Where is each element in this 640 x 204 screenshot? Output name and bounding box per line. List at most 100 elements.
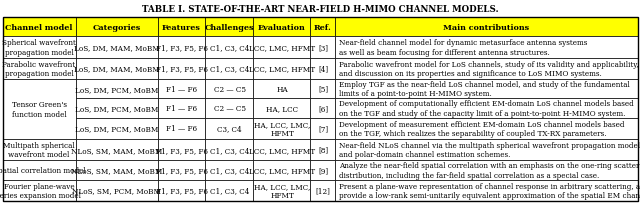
Text: Channel model: Channel model <box>5 24 73 32</box>
Bar <box>76 118 157 139</box>
Bar <box>157 139 205 161</box>
Text: F1 — F6: F1 — F6 <box>166 85 197 93</box>
Text: Parabolic wavefront
propagation model: Parabolic wavefront propagation model <box>3 60 76 78</box>
Text: Spherical wavefront
propagation model: Spherical wavefront propagation model <box>2 39 76 56</box>
Text: TABLE I. STATE-OF-THE-ART NEAR-FIELD H-MIMO CHANNEL MODELS.: TABLE I. STATE-OF-THE-ART NEAR-FIELD H-M… <box>141 5 499 14</box>
Bar <box>310 118 335 139</box>
Bar <box>76 80 157 99</box>
Bar <box>76 37 157 58</box>
Text: NLoS, SM, PCM, MoBM: NLoS, SM, PCM, MoBM <box>72 186 161 194</box>
Bar <box>310 180 335 201</box>
Bar <box>157 18 205 37</box>
Text: LCC, LMC, HFMT: LCC, LMC, HFMT <box>249 166 315 174</box>
Bar <box>253 18 310 37</box>
Text: LCC, LMC, HFMT: LCC, LMC, HFMT <box>249 146 315 154</box>
Text: C2 — C5: C2 — C5 <box>214 85 246 93</box>
Text: Ref.: Ref. <box>314 24 332 32</box>
Text: NLoS, SM, MAM, MoBM: NLoS, SM, MAM, MoBM <box>71 146 162 154</box>
Text: HA: HA <box>276 85 288 93</box>
Text: Multipath spherical
wavefront model: Multipath spherical wavefront model <box>3 141 75 159</box>
Bar <box>76 18 157 37</box>
Bar <box>157 161 205 180</box>
Bar <box>310 80 335 99</box>
Text: Parabolic wavefront model for LoS channels, study of its validity and applicabil: Parabolic wavefront model for LoS channe… <box>339 60 639 78</box>
Text: LoS, DM, PCM, MoBM: LoS, DM, PCM, MoBM <box>75 125 158 133</box>
Text: [3]: [3] <box>318 44 328 52</box>
Bar <box>253 139 310 161</box>
Text: NLoS, SM, MAM, MoBM: NLoS, SM, MAM, MoBM <box>71 166 162 174</box>
Bar <box>335 161 637 180</box>
Bar <box>3 18 76 37</box>
Bar <box>205 99 253 118</box>
Bar <box>157 180 205 201</box>
Text: Tensor Green's
function model: Tensor Green's function model <box>12 101 67 118</box>
Text: F1, F3, F5, F6: F1, F3, F5, F6 <box>156 44 207 52</box>
Text: [7]: [7] <box>318 125 328 133</box>
Text: C3, C4: C3, C4 <box>217 125 242 133</box>
Bar <box>205 80 253 99</box>
Bar <box>310 161 335 180</box>
Text: [4]: [4] <box>318 65 328 73</box>
Text: Development of measurement efficient EM-domain LoS channel models based
on the T: Development of measurement efficient EM-… <box>339 120 625 137</box>
Bar <box>335 139 637 161</box>
Text: [8]: [8] <box>318 146 328 154</box>
Text: [5]: [5] <box>318 85 328 93</box>
Bar <box>205 37 253 58</box>
Bar <box>76 180 157 201</box>
Text: C1, C3, C4: C1, C3, C4 <box>210 186 249 194</box>
Text: Spatial correlation model: Spatial correlation model <box>0 166 85 174</box>
Text: LoS, DM, MAM, MoBM: LoS, DM, MAM, MoBM <box>74 65 159 73</box>
Text: [12]: [12] <box>316 186 330 194</box>
Bar <box>310 37 335 58</box>
Bar <box>157 37 205 58</box>
Bar <box>3 161 76 180</box>
Text: F1, F3, F5, F6: F1, F3, F5, F6 <box>156 146 207 154</box>
Text: [6]: [6] <box>318 104 328 112</box>
Text: LoS, DM, PCM, MoBM: LoS, DM, PCM, MoBM <box>75 85 158 93</box>
Text: Present a plane-wave representation of channel response in arbitrary scattering,: Present a plane-wave representation of c… <box>339 182 640 199</box>
Text: Categories: Categories <box>92 24 141 32</box>
Text: Near-field channel model for dynamic metasurface antenna systems
as well as beam: Near-field channel model for dynamic met… <box>339 39 588 56</box>
Text: F1, F3, F5, F6: F1, F3, F5, F6 <box>156 166 207 174</box>
Text: LCC, LMC, HFMT: LCC, LMC, HFMT <box>249 65 315 73</box>
Bar <box>253 58 310 80</box>
Bar <box>253 180 310 201</box>
Bar <box>3 18 637 201</box>
Bar <box>335 99 637 118</box>
Text: F1 — F6: F1 — F6 <box>166 125 197 133</box>
Text: HA, LCC: HA, LCC <box>266 104 298 112</box>
Text: [9]: [9] <box>318 166 328 174</box>
Bar <box>157 80 205 99</box>
Text: HA, LCC, LMC,
HFMT: HA, LCC, LMC, HFMT <box>254 182 310 199</box>
Text: Fourier plane-wave
series expansion model: Fourier plane-wave series expansion mode… <box>0 182 81 199</box>
Bar <box>205 180 253 201</box>
Text: F1, F3, F5, F6: F1, F3, F5, F6 <box>156 65 207 73</box>
Bar <box>205 139 253 161</box>
Bar <box>335 18 637 37</box>
Text: Evaluation: Evaluation <box>258 24 306 32</box>
Text: Features: Features <box>162 24 201 32</box>
Bar <box>3 37 76 58</box>
Bar <box>205 161 253 180</box>
Text: C1, C3, C4: C1, C3, C4 <box>210 65 249 73</box>
Text: Challenges: Challenges <box>205 24 254 32</box>
Text: F1 — F6: F1 — F6 <box>166 104 197 112</box>
Bar <box>205 18 253 37</box>
Text: HA, LCC, LMC,
HFMT: HA, LCC, LMC, HFMT <box>254 120 310 137</box>
Text: Near-field NLoS channel via the multipath spherical wavefront propagation model
: Near-field NLoS channel via the multipat… <box>339 141 640 159</box>
Text: LoS, DM, MAM, MoBM: LoS, DM, MAM, MoBM <box>74 44 159 52</box>
Bar <box>335 118 637 139</box>
Text: C1, C3, C4: C1, C3, C4 <box>210 166 249 174</box>
Bar <box>335 37 637 58</box>
Bar <box>3 80 76 139</box>
Bar <box>253 99 310 118</box>
Text: Main contributions: Main contributions <box>444 24 529 32</box>
Text: F1, F3, F5, F6: F1, F3, F5, F6 <box>156 186 207 194</box>
Text: Development of computationally efficient EM-domain LoS channel models based
on t: Development of computationally efficient… <box>339 100 634 117</box>
Bar <box>310 99 335 118</box>
Bar <box>310 18 335 37</box>
Text: Employ TGF as the near-field LoS channel model, and study of the fundamental
lim: Employ TGF as the near-field LoS channel… <box>339 81 630 98</box>
Bar <box>157 118 205 139</box>
Bar <box>76 58 157 80</box>
Bar <box>157 58 205 80</box>
